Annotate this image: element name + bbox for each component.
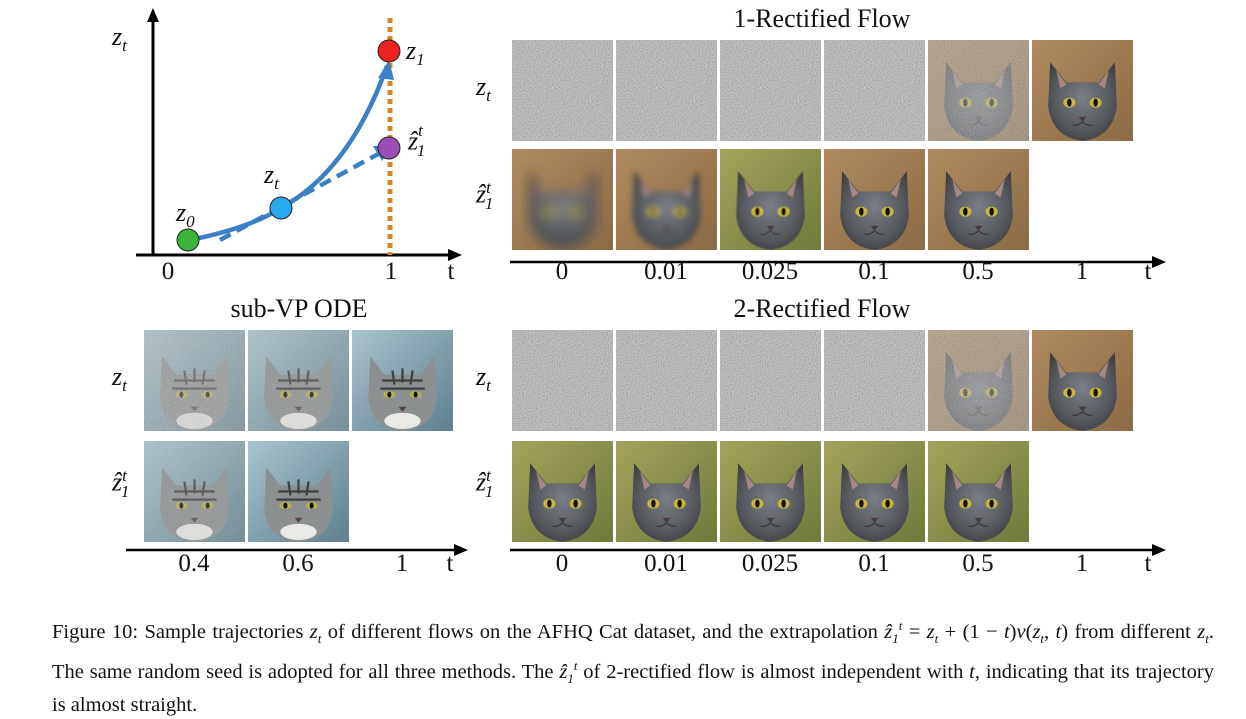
subvp-zt-image-0: [144, 330, 245, 431]
subvp-title: sub-VP ODE: [230, 294, 368, 323]
y-axis-arrow: [147, 8, 159, 22]
rf2-tick-0: 0: [555, 550, 569, 577]
rf2-zt-image-3: [824, 330, 925, 431]
extrapolation-line: [218, 151, 382, 242]
rf1-zt-image-0: [512, 40, 613, 141]
rf2-zhat-image-0: [512, 441, 613, 542]
point-zt: [269, 196, 293, 220]
rf1-row-label-zt: zt: [476, 72, 491, 106]
point-z1-hat: [377, 136, 401, 160]
flow-curve-arrowhead: [378, 60, 394, 80]
diagram-tick-0: 0: [161, 258, 175, 285]
rf1-zt-image-3: [824, 40, 925, 141]
rf2-title: 2-Rectified Flow: [733, 294, 911, 323]
x-axis-arrow: [448, 249, 462, 261]
subvp-zhat-image-0: [144, 441, 245, 542]
rf2-axis: [510, 544, 1166, 556]
rf2-tick-4: 0.5: [962, 550, 994, 577]
rf2-tick-1: 0.01: [644, 550, 688, 577]
rf1-zhat-image-4: [928, 149, 1029, 250]
subvp-row-label-zhat: ẑt1: [112, 466, 130, 501]
diagram-tick-1: 1: [384, 258, 398, 285]
rf1-zt-image-5: [1032, 40, 1133, 141]
label-z1-hat: ẑt1: [408, 121, 426, 160]
subvp-zt-image-2: [352, 330, 453, 431]
rf2-zhat-image-1: [616, 441, 717, 542]
rf1-zhat-image-2: [720, 149, 821, 250]
rf1-tick-0: 0: [555, 258, 569, 285]
subvp-zt-image-1: [248, 330, 349, 431]
rf2-zt-image-5: [1032, 330, 1133, 431]
rf2-zt-image-0: [512, 330, 613, 431]
figure-caption: Figure 10: Sample trajectories zt of dif…: [52, 618, 1214, 716]
rf2-axis-label: t: [1144, 550, 1152, 577]
trajectory-diagram: [136, 8, 462, 261]
diagram-x-label: t: [447, 258, 455, 285]
label-z0: z0: [176, 198, 195, 232]
rf2-row-label-zhat: ẑt1: [476, 466, 494, 501]
rf1-zt-image-1: [616, 40, 717, 141]
rf1-tick-3: 0.1: [858, 258, 890, 285]
subvp-tick-2: 1: [395, 550, 409, 577]
rf2-zhat-image-3: [824, 441, 925, 542]
rf2-tick-2: 0.025: [741, 550, 799, 577]
rf1-tick-5: 1: [1075, 258, 1089, 285]
subvp-axis-label: t: [446, 550, 454, 577]
rf2-zhat-image-4: [928, 441, 1029, 542]
rf2-row-label-zt: zt: [476, 362, 491, 396]
point-z1: [377, 39, 401, 63]
subvp-zhat-image-1: [248, 441, 349, 542]
rf1-zhat-image-1: [616, 149, 717, 250]
diagram-y-label: zt: [112, 22, 127, 56]
rf2-tick-3: 0.1: [858, 550, 890, 577]
rf1-zhat-image-3: [824, 149, 925, 250]
rf2-tick-5: 1: [1075, 550, 1089, 577]
subvp-axis: [126, 544, 468, 556]
rf2-zt-image-1: [616, 330, 717, 431]
point-z0: [176, 228, 200, 252]
rf2-zhat-image-2: [720, 441, 821, 542]
rf2-zt-image-2: [720, 330, 821, 431]
rf1-tick-1: 0.01: [644, 258, 688, 285]
subvp-tick-0: 0.4: [178, 550, 210, 577]
rf1-zt-image-4: [928, 40, 1029, 141]
subvp-row-label-zt: zt: [112, 362, 127, 396]
rf1-zt-image-2: [720, 40, 821, 141]
rf1-axis: [510, 256, 1166, 268]
rf1-title: 1-Rectified Flow: [733, 4, 911, 33]
rf1-row-label-zhat: ẑt1: [476, 178, 494, 213]
rf2-zt-image-4: [928, 330, 1029, 431]
label-z1: z1: [406, 36, 425, 70]
subvp-tick-1: 0.6: [282, 550, 314, 577]
rf1-zhat-image-0: [512, 149, 613, 250]
rf1-axis-label: t: [1144, 258, 1152, 285]
rf1-tick-4: 0.5: [962, 258, 994, 285]
rf1-tick-2: 0.025: [741, 258, 799, 285]
label-zt: zt: [264, 160, 279, 194]
